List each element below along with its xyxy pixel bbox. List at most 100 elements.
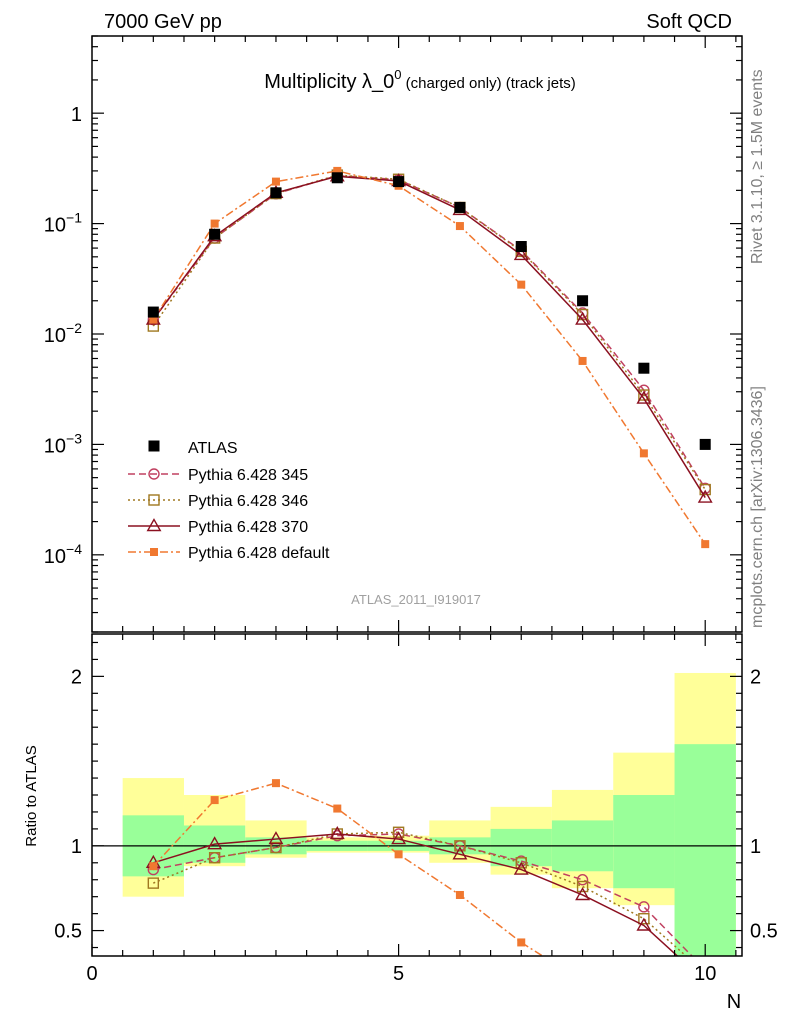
ratio-point-s3-8: [579, 977, 587, 985]
ratio-point-s2-7: [513, 861, 529, 875]
main-line-series-2: [152, 175, 706, 498]
legend-label-1: Pythia 6.428 346: [188, 493, 308, 510]
main-line-series-1: [152, 174, 706, 490]
main-point-s2-8: [575, 311, 591, 325]
main-point-s1-9: [638, 389, 650, 401]
legend-marker-0: [148, 468, 160, 480]
ratio-ylabel: Ratio to ATLAS: [23, 745, 40, 846]
axes-group: 0 5 10 1 10−1 10−2 10−3 10−4 2 2 1 1 0.5 0.5: [44, 35, 778, 985]
y-tick-label-main: 1: [71, 104, 82, 126]
main-point-s3-7: [517, 280, 526, 289]
data-point-9: [638, 362, 650, 374]
y-tick-label-main: 10−2: [44, 320, 82, 347]
y-tick-label-ratio-left: 2: [71, 666, 82, 688]
main-line-series-0: [152, 174, 706, 489]
legend: ATLAS Pythia 6.428 345 Pythia 6.428 346 Pyt…: [128, 440, 330, 562]
ratio-point-s3-10: [701, 1003, 709, 1011]
ratio-point-s2-2: [207, 836, 223, 850]
data-point-8: [577, 295, 589, 307]
x-tick-label-10: 10: [694, 963, 716, 985]
legend-marker-2: [146, 518, 162, 532]
main-frame: [91, 35, 743, 633]
ratio-point-s1-9: [638, 913, 650, 925]
header-right: Soft QCD: [646, 11, 732, 33]
ratio-point-s3-3: [271, 779, 280, 788]
ratio-point-s2-3: [268, 831, 284, 845]
y-tick-label-main: 10−3: [44, 430, 82, 457]
main-point-s3-8: [578, 356, 587, 365]
main-point-s2-10: [697, 489, 713, 503]
ratio-point-s2-9: [636, 917, 652, 931]
chart-title-main: Multiplicity λ_0: [264, 71, 394, 93]
legend-label-2: Pythia 6.428 370: [188, 519, 308, 536]
legend-marker-1: [148, 494, 160, 506]
main-point-s3-3: [271, 177, 280, 186]
ratio-point-s1-7: [515, 857, 527, 869]
y-tick-label-ratio-right: 2: [750, 666, 761, 688]
legend-label-data: ATLAS: [188, 440, 238, 457]
legend-marker-3: [150, 548, 158, 556]
main-series-group: [145, 166, 713, 549]
ratio-line-series-0: [153, 833, 693, 956]
ratio-point-s0-9: [638, 901, 650, 913]
y-tick-label-main: 10−1: [44, 210, 82, 237]
ratio-point-s2-4: [329, 826, 345, 840]
data-point-6: [454, 201, 466, 213]
ratio-point-s3-5: [394, 850, 403, 859]
main-point-s3-2: [210, 219, 219, 228]
y-tick-label-ratio-right: 1: [750, 836, 761, 858]
data-point-1: [147, 306, 159, 318]
y-tick-label-ratio-left: 0.5: [54, 921, 82, 943]
legend-marker-data: [148, 440, 160, 452]
chart-title-sub: (charged only) (track jets): [402, 75, 576, 92]
data-point-4: [331, 172, 343, 184]
ratio-point-s3-4: [333, 804, 342, 813]
main-point-s3-4: [333, 166, 342, 175]
main-line-series-3: [152, 170, 706, 545]
ratio-line-series-2: [153, 833, 679, 956]
main-point-s3-6: [455, 222, 464, 231]
ratio-point-s2-5: [391, 831, 407, 845]
ratio-point-s3-2: [210, 796, 219, 805]
main-point-s2-9: [636, 390, 652, 404]
ratio-point-s1-2: [208, 852, 221, 864]
ratio-series-group: [145, 779, 709, 1011]
y-tick-label-main: 10−4: [44, 541, 82, 568]
legend-label-0: Pythia 6.428 345: [188, 467, 308, 484]
ratio-point-s0-8: [576, 874, 589, 886]
x-tick-label-0: 0: [86, 963, 97, 985]
header-left: 7000 GeV pp: [104, 11, 222, 33]
reference-label: ATLAS_2011_I919017: [351, 592, 481, 607]
y-tick-label-ratio-right: 0.5: [750, 921, 778, 943]
ratio-point-s3-9: [640, 994, 648, 1002]
data-point-2: [209, 228, 221, 240]
legend-label-3: Pythia 6.428 default: [188, 545, 330, 562]
rivet-label: Rivet 3.1.10, ≥ 1.5M events: [749, 69, 766, 264]
ratio-point-s1-6: [454, 840, 466, 852]
main-point-s3-10: [701, 540, 710, 549]
band-inner-7: [490, 828, 552, 867]
main-point-s3-9: [639, 449, 648, 458]
x-axis-label: N: [727, 991, 741, 1013]
mcplots-label: mcplots.cern.ch [arXiv:1306.3436]: [749, 386, 766, 628]
ratio-point-s2-6: [452, 846, 468, 860]
main-point-s3-1: [149, 315, 158, 324]
ratio-point-s3-6: [455, 890, 464, 899]
ratio-point-s3-1: [149, 862, 158, 871]
ratio-point-s2-8: [575, 887, 591, 901]
chart-title-sup: 0: [394, 67, 401, 82]
x-tick-label-5: 5: [393, 963, 404, 985]
main-point-s2-7: [513, 247, 529, 261]
chart-title: Multiplicity λ_00 (charged only) (track …: [264, 67, 576, 93]
ratio-point-s1-3: [270, 841, 282, 854]
y-tick-label-ratio-left: 1: [71, 836, 82, 858]
data-point-10: [699, 438, 711, 450]
data-point-3: [270, 187, 282, 199]
band-inner-9: [613, 795, 675, 889]
ratio-point-s1-8: [576, 880, 589, 893]
data-point-5: [393, 176, 405, 188]
data-point-7: [515, 241, 527, 253]
ratio-point-s3-7: [517, 938, 526, 947]
ratio-uncertainty-bands: [122, 672, 736, 956]
